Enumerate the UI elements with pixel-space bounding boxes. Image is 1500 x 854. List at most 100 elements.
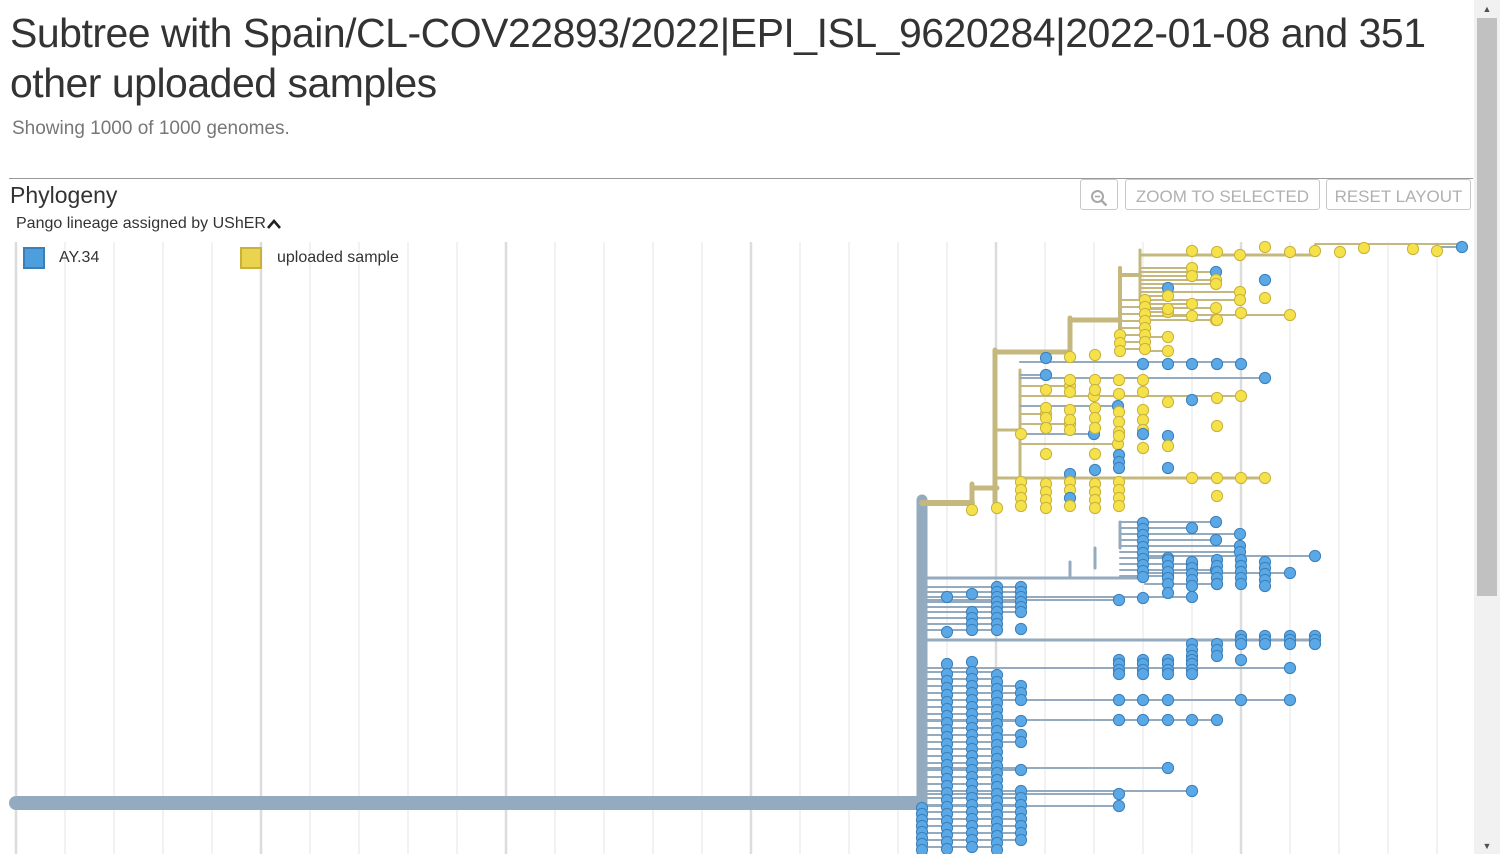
tip-node[interactable]: [1185, 667, 1199, 681]
tip-node[interactable]: [1112, 787, 1126, 801]
tip-node[interactable]: [1210, 713, 1224, 727]
tip-node[interactable]: [1283, 637, 1297, 651]
tip-node[interactable]: [1258, 240, 1272, 254]
tip-node[interactable]: [1258, 579, 1272, 593]
tip-node[interactable]: [1210, 391, 1224, 405]
tip-node[interactable]: [1185, 244, 1199, 258]
tip-node[interactable]: [1234, 653, 1248, 667]
tip-node[interactable]: [1234, 577, 1248, 591]
tip-node[interactable]: [1283, 566, 1297, 580]
tip-node[interactable]: [1406, 242, 1420, 256]
tip-node[interactable]: [1357, 241, 1371, 255]
tip-node[interactable]: [1333, 245, 1347, 259]
tip-node[interactable]: [1136, 385, 1150, 399]
tip-node[interactable]: [1161, 330, 1175, 344]
tip-node[interactable]: [1136, 427, 1150, 441]
tip-node[interactable]: [1258, 273, 1272, 287]
tip-node[interactable]: [1161, 357, 1175, 371]
tip-node[interactable]: [1308, 244, 1322, 258]
tip-node[interactable]: [940, 842, 954, 854]
tip-node[interactable]: [1161, 439, 1175, 453]
tip-node[interactable]: [1088, 421, 1102, 435]
tip-node[interactable]: [1161, 302, 1175, 316]
tip-node[interactable]: [1234, 471, 1248, 485]
tip-node[interactable]: [1014, 693, 1028, 707]
tip-node[interactable]: [1088, 463, 1102, 477]
tip-node[interactable]: [1113, 344, 1127, 358]
tip-node[interactable]: [1136, 570, 1150, 584]
tip-node[interactable]: [1112, 667, 1126, 681]
tip-node[interactable]: [1209, 301, 1223, 315]
tip-node[interactable]: [1283, 245, 1297, 259]
tip-node[interactable]: [1112, 499, 1126, 513]
tip-node[interactable]: [1209, 515, 1223, 529]
tip-node[interactable]: [1258, 471, 1272, 485]
tip-node[interactable]: [1258, 371, 1272, 385]
tip-node[interactable]: [1234, 637, 1248, 651]
tip-node[interactable]: [1185, 393, 1199, 407]
tip-node[interactable]: [990, 623, 1004, 637]
tip-node[interactable]: [1161, 761, 1175, 775]
tip-node[interactable]: [1039, 368, 1053, 382]
tip-node[interactable]: [1088, 348, 1102, 362]
tip-node[interactable]: [1210, 649, 1224, 663]
tip-node[interactable]: [1283, 661, 1297, 675]
tip-node[interactable]: [1014, 714, 1028, 728]
tip-node[interactable]: [1185, 309, 1199, 323]
tip-node[interactable]: [1063, 373, 1077, 387]
reset-layout-button[interactable]: RESET LAYOUT: [1326, 179, 1471, 210]
tip-node[interactable]: [1014, 833, 1028, 847]
tip-node[interactable]: [1112, 429, 1126, 443]
tip-node[interactable]: [1088, 383, 1102, 397]
tip-node[interactable]: [1258, 291, 1272, 305]
tip-node[interactable]: [1185, 579, 1199, 593]
tip-node[interactable]: [1088, 501, 1102, 515]
tip-node[interactable]: [1234, 357, 1248, 371]
tip-node[interactable]: [1112, 461, 1126, 475]
tip-node[interactable]: [1039, 351, 1053, 365]
tip-node[interactable]: [1210, 245, 1224, 259]
tip-node[interactable]: [990, 843, 1004, 854]
tip-node[interactable]: [1039, 447, 1053, 461]
tip-node[interactable]: [1210, 489, 1224, 503]
color-by-toggle[interactable]: Pango lineage assigned by UShER: [16, 215, 282, 233]
tip-node[interactable]: [1308, 549, 1322, 563]
tip-node[interactable]: [965, 840, 979, 854]
tip-node[interactable]: [940, 590, 954, 604]
tip-node[interactable]: [1112, 713, 1126, 727]
tip-node[interactable]: [1136, 373, 1150, 387]
tip-node[interactable]: [1161, 289, 1175, 303]
tip-node[interactable]: [1233, 293, 1247, 307]
tip-node[interactable]: [1014, 605, 1028, 619]
tip-node[interactable]: [1185, 297, 1199, 311]
tip-node[interactable]: [1161, 395, 1175, 409]
tip-node[interactable]: [1185, 357, 1199, 371]
tip-node[interactable]: [1430, 244, 1444, 258]
tip-node[interactable]: [1185, 590, 1199, 604]
tip-node[interactable]: [1258, 637, 1272, 651]
tip-node[interactable]: [1112, 593, 1126, 607]
tip-node[interactable]: [915, 843, 929, 854]
tip-node[interactable]: [940, 625, 954, 639]
tip-node[interactable]: [1161, 586, 1175, 600]
tip-node[interactable]: [1209, 533, 1223, 547]
tip-node[interactable]: [1185, 269, 1199, 283]
scroll-down-icon[interactable]: ▼: [1482, 841, 1492, 851]
tip-node[interactable]: [1455, 240, 1469, 254]
tip-node[interactable]: [1210, 577, 1224, 591]
tip-node[interactable]: [1234, 693, 1248, 707]
tip-node[interactable]: [1014, 735, 1028, 749]
tip-node[interactable]: [1136, 591, 1150, 605]
tip-node[interactable]: [1185, 713, 1199, 727]
tip-node[interactable]: [1112, 693, 1126, 707]
tip-node[interactable]: [1136, 667, 1150, 681]
tip-node[interactable]: [1136, 357, 1150, 371]
tip-node[interactable]: [1161, 667, 1175, 681]
tip-node[interactable]: [1283, 693, 1297, 707]
tip-node[interactable]: [1210, 419, 1224, 433]
tip-node[interactable]: [1063, 385, 1077, 399]
tip-node[interactable]: [1136, 441, 1150, 455]
phylogenetic-tree[interactable]: [0, 236, 1474, 854]
scroll-up-icon[interactable]: ▲: [1482, 4, 1492, 14]
tip-node[interactable]: [1063, 350, 1077, 364]
